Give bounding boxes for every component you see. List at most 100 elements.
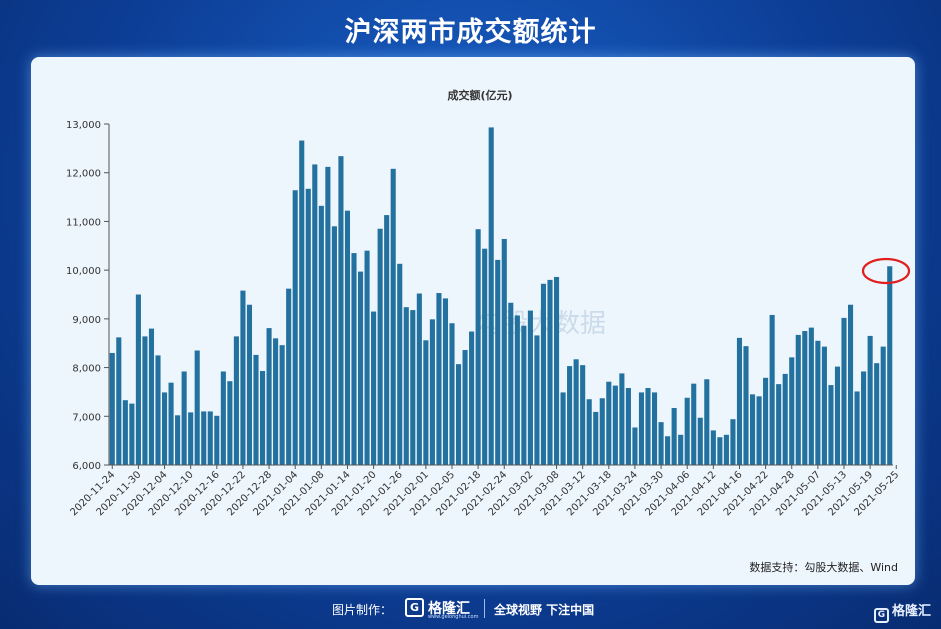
bar [710, 430, 716, 465]
bar [658, 422, 664, 465]
bar [861, 371, 867, 465]
bar-chart: 成交额(亿元) 勾股大数据 6,0007,0008,0009,00010,000… [66, 88, 911, 518]
bar [847, 304, 854, 465]
bar [540, 283, 547, 465]
bar [351, 253, 357, 465]
bar [214, 415, 220, 465]
bar [802, 331, 808, 465]
bar [756, 396, 762, 465]
bar [429, 319, 435, 465]
bar [534, 335, 540, 465]
bar [527, 310, 533, 465]
bar [194, 350, 200, 465]
bar [834, 366, 841, 465]
bar [292, 190, 298, 465]
bar [371, 311, 377, 465]
bar [501, 238, 507, 465]
footer-logo-text: 格隆汇 [428, 601, 470, 617]
bar [155, 355, 161, 465]
bar [815, 340, 821, 465]
y-tick-label: 11,000 [66, 217, 101, 228]
bar [259, 370, 266, 465]
bar [495, 259, 501, 465]
footer-divider [484, 599, 485, 618]
bar [854, 391, 860, 465]
bar [880, 346, 886, 465]
bar [109, 352, 115, 465]
bar [175, 415, 181, 465]
bar [638, 392, 645, 465]
bar [469, 331, 475, 465]
y-tick-label: 12,000 [66, 169, 101, 180]
bar [612, 385, 618, 465]
bar [514, 315, 520, 465]
bar [808, 327, 814, 465]
gelonghui-logo-icon: G [405, 598, 424, 617]
bar [723, 434, 729, 465]
bar [743, 346, 749, 465]
bar [403, 307, 409, 465]
corner-logo: G 格隆汇 [873, 600, 931, 623]
y-tick-label: 9,000 [72, 315, 101, 326]
bar [305, 188, 311, 466]
bar [116, 337, 122, 465]
bar [161, 392, 168, 465]
y-tick-label: 10,000 [66, 266, 101, 277]
bar [795, 334, 801, 465]
bar [410, 310, 416, 465]
bar [142, 336, 148, 465]
bar [188, 412, 194, 465]
bar [586, 399, 592, 465]
bar [475, 229, 481, 465]
bar [286, 288, 292, 465]
bar [299, 140, 305, 465]
bar [619, 373, 625, 465]
bar [266, 328, 272, 465]
bar [665, 436, 671, 465]
y-tick-label: 6,000 [72, 461, 101, 472]
bar [488, 127, 494, 465]
bar [573, 359, 579, 465]
bar [789, 357, 795, 465]
bar [279, 345, 285, 465]
bar [482, 248, 488, 465]
bar [384, 215, 390, 465]
bar [547, 279, 553, 465]
bar [181, 371, 187, 465]
bar [423, 340, 429, 465]
bar [148, 328, 155, 465]
bar [312, 164, 318, 465]
bar [436, 293, 442, 465]
bar [253, 354, 259, 465]
bar [821, 346, 827, 465]
bar [769, 314, 775, 465]
bar [227, 381, 233, 465]
chart-panel [31, 57, 915, 585]
bar [325, 166, 331, 465]
bar [828, 385, 834, 465]
bar [455, 364, 462, 465]
bar [645, 388, 651, 465]
chart-title: 成交额(亿元) [447, 88, 512, 102]
bar [462, 350, 468, 465]
bar [135, 294, 141, 465]
bar [521, 325, 527, 465]
bar [377, 228, 383, 465]
bar [782, 373, 788, 465]
bar [580, 365, 586, 465]
bar [593, 411, 599, 465]
corner-logo-icon: G [873, 608, 889, 623]
y-tick-label: 8,000 [72, 364, 101, 375]
bar [763, 377, 769, 465]
bar [273, 338, 279, 465]
bar [625, 388, 631, 465]
bar [632, 427, 638, 465]
page-title: 沪深两市成交额统计 [344, 17, 597, 48]
bar [246, 304, 253, 465]
bar [684, 397, 690, 465]
bar [129, 403, 135, 465]
footer-logo-url: www.gelonghui.com [428, 614, 479, 620]
y-tick-label: 7,000 [72, 412, 101, 423]
bar [841, 317, 847, 465]
bar [704, 379, 710, 465]
